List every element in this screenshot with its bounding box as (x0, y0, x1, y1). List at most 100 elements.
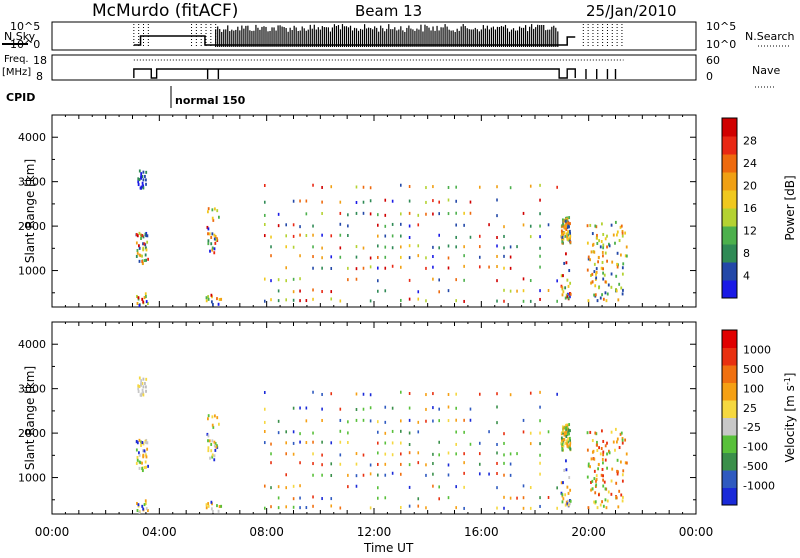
data-mark (399, 429, 402, 433)
data-mark (509, 255, 512, 259)
data-mark (621, 479, 624, 483)
data-mark (425, 407, 427, 411)
data-mark (277, 212, 280, 216)
data-mark (391, 199, 394, 203)
data-mark (561, 440, 564, 444)
data-mark (292, 441, 295, 445)
data-mark (621, 229, 624, 233)
data-mark (207, 446, 210, 450)
data-mark (377, 420, 379, 424)
data-mark (270, 279, 272, 283)
data-mark (305, 299, 308, 303)
data-mark (408, 463, 411, 467)
data-mark (568, 432, 570, 436)
data-mark (624, 254, 627, 258)
data-mark (539, 419, 541, 423)
data-mark (564, 441, 567, 445)
colorbar-frame (721, 117, 738, 299)
data-mark (496, 461, 498, 465)
data-mark (285, 430, 287, 434)
data-mark (210, 235, 213, 239)
data-mark (141, 234, 144, 238)
data-mark (263, 420, 266, 424)
data-mark (509, 473, 512, 477)
data-mark (478, 452, 481, 456)
data-mark (391, 471, 394, 475)
data-mark (590, 480, 592, 484)
data-mark (355, 484, 358, 488)
data-mark (377, 473, 379, 477)
data-mark (339, 255, 342, 259)
nave-tick-bottom: 0 (706, 70, 713, 83)
data-mark (503, 441, 505, 445)
data-mark (595, 477, 598, 481)
data-mark (218, 298, 221, 302)
data-mark (598, 239, 600, 243)
data-mark (529, 431, 532, 435)
data-mark (617, 263, 619, 267)
freq-units: [MHz] (2, 67, 31, 78)
data-mark (146, 240, 149, 244)
data-mark (330, 297, 333, 301)
colorbar-swatch (722, 347, 737, 366)
data-mark (139, 186, 142, 190)
data-mark (469, 442, 472, 446)
data-mark (213, 207, 216, 211)
data-mark (568, 295, 571, 299)
data-mark (503, 461, 505, 465)
data-mark (447, 266, 450, 270)
panel-frame (51, 114, 697, 308)
data-mark (138, 451, 140, 455)
data-mark (285, 505, 287, 509)
data-mark (138, 304, 141, 308)
data-mark (438, 200, 440, 204)
data-mark (369, 463, 372, 467)
data-mark (216, 209, 219, 213)
data-mark (140, 172, 143, 176)
data-mark (607, 490, 610, 494)
data-mark (213, 233, 216, 237)
nsky-label: N.Sky (4, 30, 36, 43)
data-mark (377, 430, 379, 434)
data-mark (205, 296, 208, 300)
data-mark (141, 181, 144, 185)
data-mark (263, 299, 266, 303)
data-mark (417, 297, 420, 301)
data-mark (408, 418, 411, 422)
data-mark (586, 431, 589, 435)
data-mark (408, 431, 411, 435)
data-mark (211, 439, 214, 443)
data-mark (215, 445, 218, 449)
data-mark (565, 459, 567, 463)
data-mark (144, 499, 147, 503)
data-mark (608, 242, 610, 246)
data-mark (509, 289, 512, 293)
data-mark (603, 480, 606, 484)
data-mark (463, 471, 465, 475)
data-mark (566, 235, 568, 239)
data-mark (529, 391, 532, 395)
data-mark (624, 438, 627, 442)
data-mark (369, 419, 372, 423)
data-mark (211, 232, 214, 236)
colorbar-tick-label: -25 (743, 421, 761, 434)
data-mark (599, 503, 602, 507)
data-mark (496, 472, 498, 476)
data-mark (207, 210, 209, 214)
data-mark (567, 221, 570, 225)
data-mark (438, 407, 440, 411)
x-tick-label: 20:00 (571, 525, 606, 539)
data-mark (509, 462, 512, 466)
data-mark (147, 509, 149, 513)
data-mark (210, 442, 213, 446)
data-mark (615, 289, 618, 293)
data-mark (277, 419, 280, 423)
data-mark (408, 392, 411, 396)
data-mark (391, 222, 394, 226)
colorbar-tick-label: -100 (743, 441, 768, 454)
data-mark (321, 200, 323, 204)
data-mark (136, 441, 139, 445)
data-mark (447, 256, 450, 260)
data-mark (138, 231, 141, 235)
data-mark (597, 256, 600, 260)
